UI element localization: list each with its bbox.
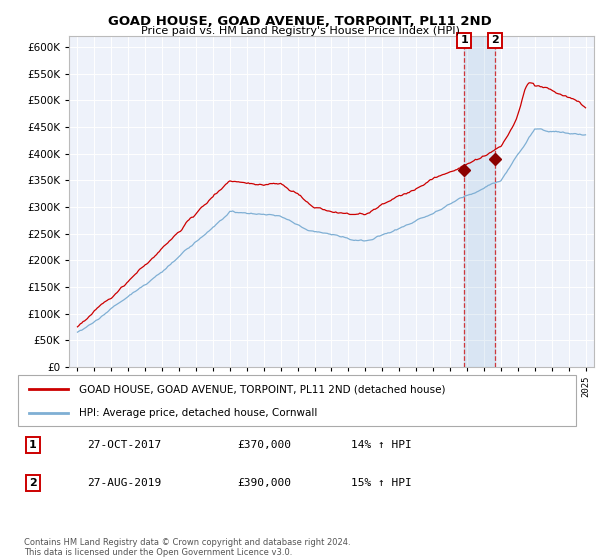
Text: 27-AUG-2019: 27-AUG-2019 [87, 478, 161, 488]
Text: 14% ↑ HPI: 14% ↑ HPI [351, 440, 412, 450]
Text: £390,000: £390,000 [237, 478, 291, 488]
Text: Price paid vs. HM Land Registry's House Price Index (HPI): Price paid vs. HM Land Registry's House … [140, 26, 460, 36]
Text: £370,000: £370,000 [237, 440, 291, 450]
Text: GOAD HOUSE, GOAD AVENUE, TORPOINT, PL11 2ND: GOAD HOUSE, GOAD AVENUE, TORPOINT, PL11 … [108, 15, 492, 28]
Text: 1: 1 [29, 440, 37, 450]
Text: 27-OCT-2017: 27-OCT-2017 [87, 440, 161, 450]
Text: 2: 2 [491, 35, 499, 45]
Text: 1: 1 [460, 35, 468, 45]
Text: Contains HM Land Registry data © Crown copyright and database right 2024.
This d: Contains HM Land Registry data © Crown c… [24, 538, 350, 557]
Text: 2: 2 [29, 478, 37, 488]
Text: HPI: Average price, detached house, Cornwall: HPI: Average price, detached house, Corn… [79, 408, 318, 418]
Text: GOAD HOUSE, GOAD AVENUE, TORPOINT, PL11 2ND (detached house): GOAD HOUSE, GOAD AVENUE, TORPOINT, PL11 … [79, 384, 446, 394]
Text: 15% ↑ HPI: 15% ↑ HPI [351, 478, 412, 488]
Bar [464, 36, 495, 367]
